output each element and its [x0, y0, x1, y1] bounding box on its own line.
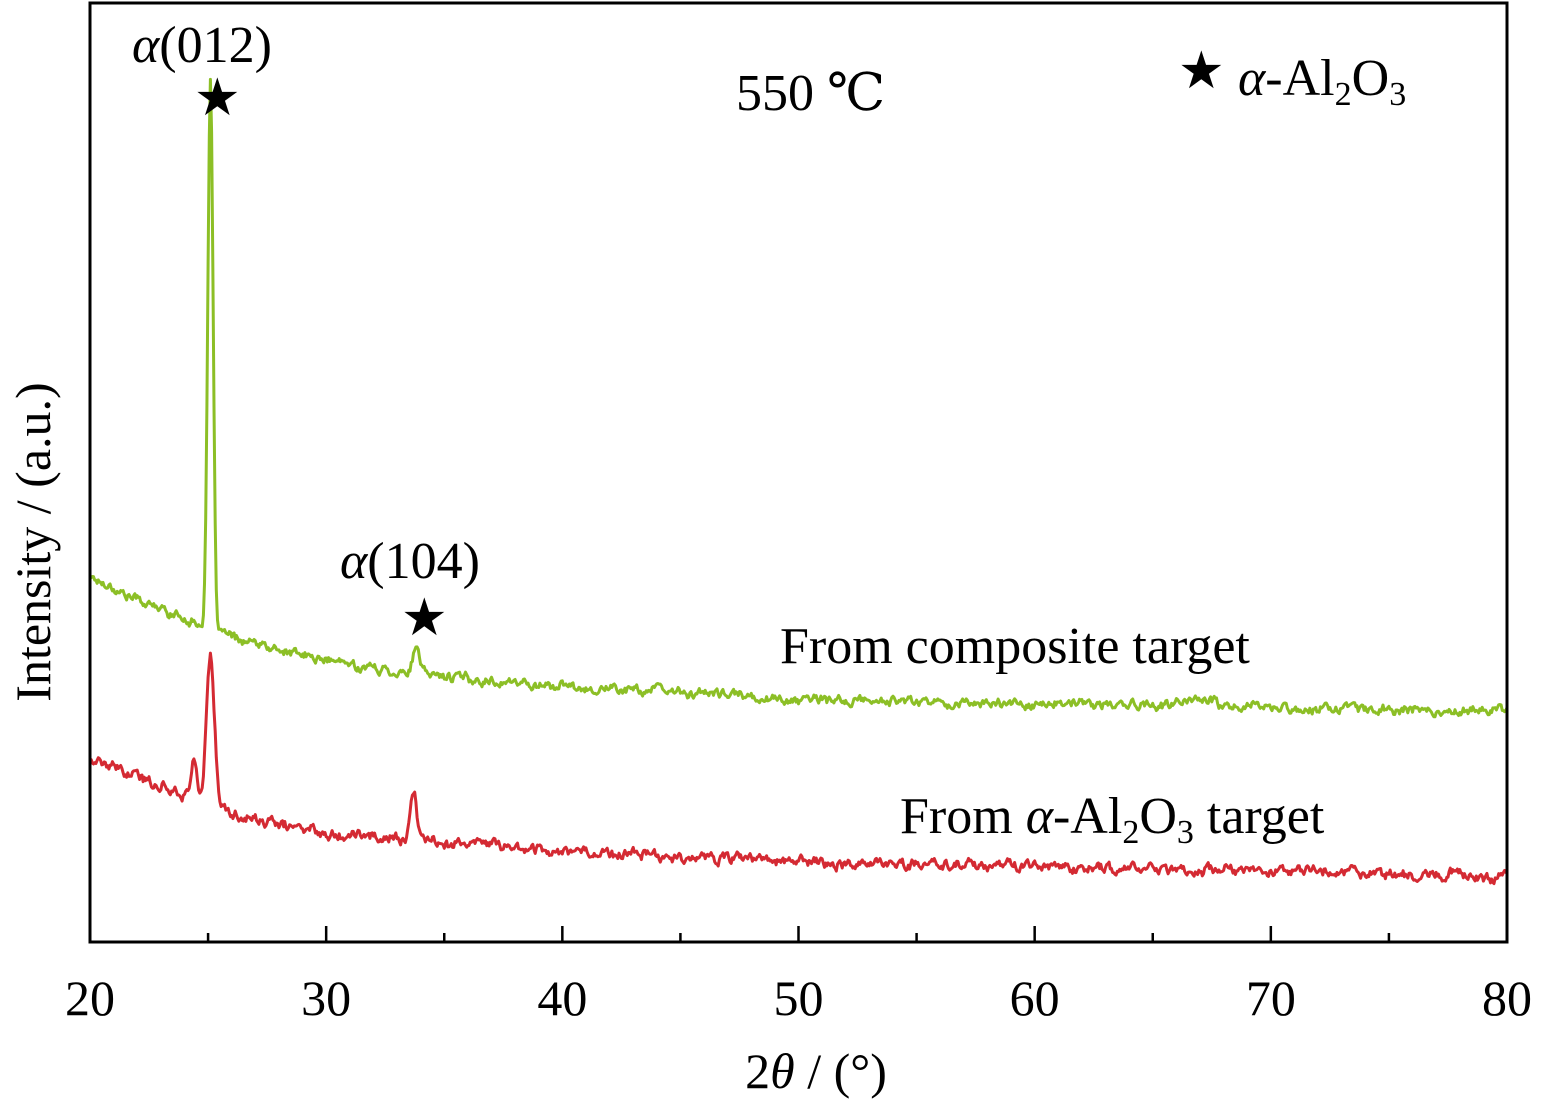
x-tick-label: 40 [537, 970, 587, 1026]
series-label-alpha-symbol: α [1026, 788, 1055, 845]
plot-frame [88, 1, 1509, 944]
y-axis-title: Intensity / (a.u.) [5, 382, 61, 701]
x-axis-title: 2θ / (°) [745, 1043, 887, 1099]
series-label-alpha-end: target [1194, 788, 1325, 845]
legend-marker: ★ [1178, 43, 1225, 100]
x-tick-label: 20 [65, 970, 115, 1026]
annotation-012-star: ★ [194, 70, 241, 127]
x-tick-label: 80 [1482, 970, 1532, 1026]
legend-label: α-Al2O3 [1238, 50, 1406, 113]
x-tick-label: 70 [1246, 970, 1296, 1026]
legend-symbol: α [1238, 50, 1267, 107]
series-label-alpha-before: From [900, 788, 1026, 845]
x-tick-label: 50 [774, 970, 824, 1026]
legend: ★ α-Al2O3 [1178, 43, 1406, 113]
series-label-alpha-al2o3: From α-Al2O3 target [900, 788, 1325, 851]
series-label-composite: From composite target [780, 618, 1250, 675]
x-axis-ticks [88, 926, 1509, 942]
legend-sub-1: 2 [1335, 76, 1352, 113]
annotation-104-label: α(104) [340, 533, 480, 590]
x-axis-tick-labels: 20 30 40 50 60 70 80 [65, 970, 1532, 1026]
annotation-104-star: ★ [401, 590, 448, 647]
series-label-alpha-mid: O [1139, 788, 1177, 845]
condition-label: 550 ℃ [736, 65, 885, 122]
series-label-alpha-sub1: 2 [1122, 814, 1139, 851]
annotation-104-text: (104) [367, 533, 480, 590]
legend-sub-2: 3 [1389, 76, 1406, 113]
x-axis-title-prefix: 2 [745, 1043, 770, 1099]
annotation-012: α(012) ★ [132, 17, 272, 127]
annotation-012-label: α(012) [132, 17, 272, 74]
x-axis-title-suffix: / (°) [795, 1043, 887, 1099]
legend-text-part: -Al [1265, 50, 1334, 107]
annotation-104-symbol: α [340, 533, 369, 590]
legend-mid: O [1352, 50, 1390, 107]
series-label-alpha-sub2: 3 [1177, 814, 1194, 851]
series-label-alpha-after: -Al [1053, 788, 1122, 845]
series-line-composite [89, 77, 1509, 719]
series-layer [89, 77, 1509, 886]
annotation-012-text: (012) [159, 17, 272, 74]
x-tick-label: 30 [301, 970, 351, 1026]
x-axis-title-symbol: θ [770, 1043, 795, 1099]
annotation-104: α(104) ★ [340, 533, 480, 647]
series-line-alpha-al2o3 [89, 651, 1509, 886]
x-tick-label: 60 [1010, 970, 1060, 1026]
annotation-012-symbol: α [132, 17, 161, 74]
